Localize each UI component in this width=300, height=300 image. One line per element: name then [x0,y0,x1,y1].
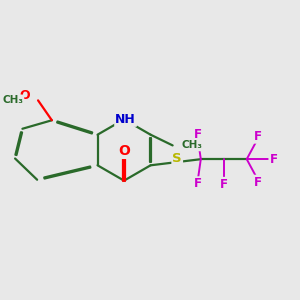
Text: F: F [194,128,202,141]
Text: NH: NH [115,113,136,126]
Text: F: F [254,176,262,189]
Text: O: O [19,89,30,102]
Text: CH₃: CH₃ [2,95,23,105]
Text: F: F [220,178,228,191]
Text: CH₃: CH₃ [182,140,203,150]
Text: O: O [118,144,130,158]
Text: F: F [254,130,262,143]
Text: S: S [172,152,182,165]
Text: F: F [269,153,278,166]
Text: F: F [194,177,202,190]
